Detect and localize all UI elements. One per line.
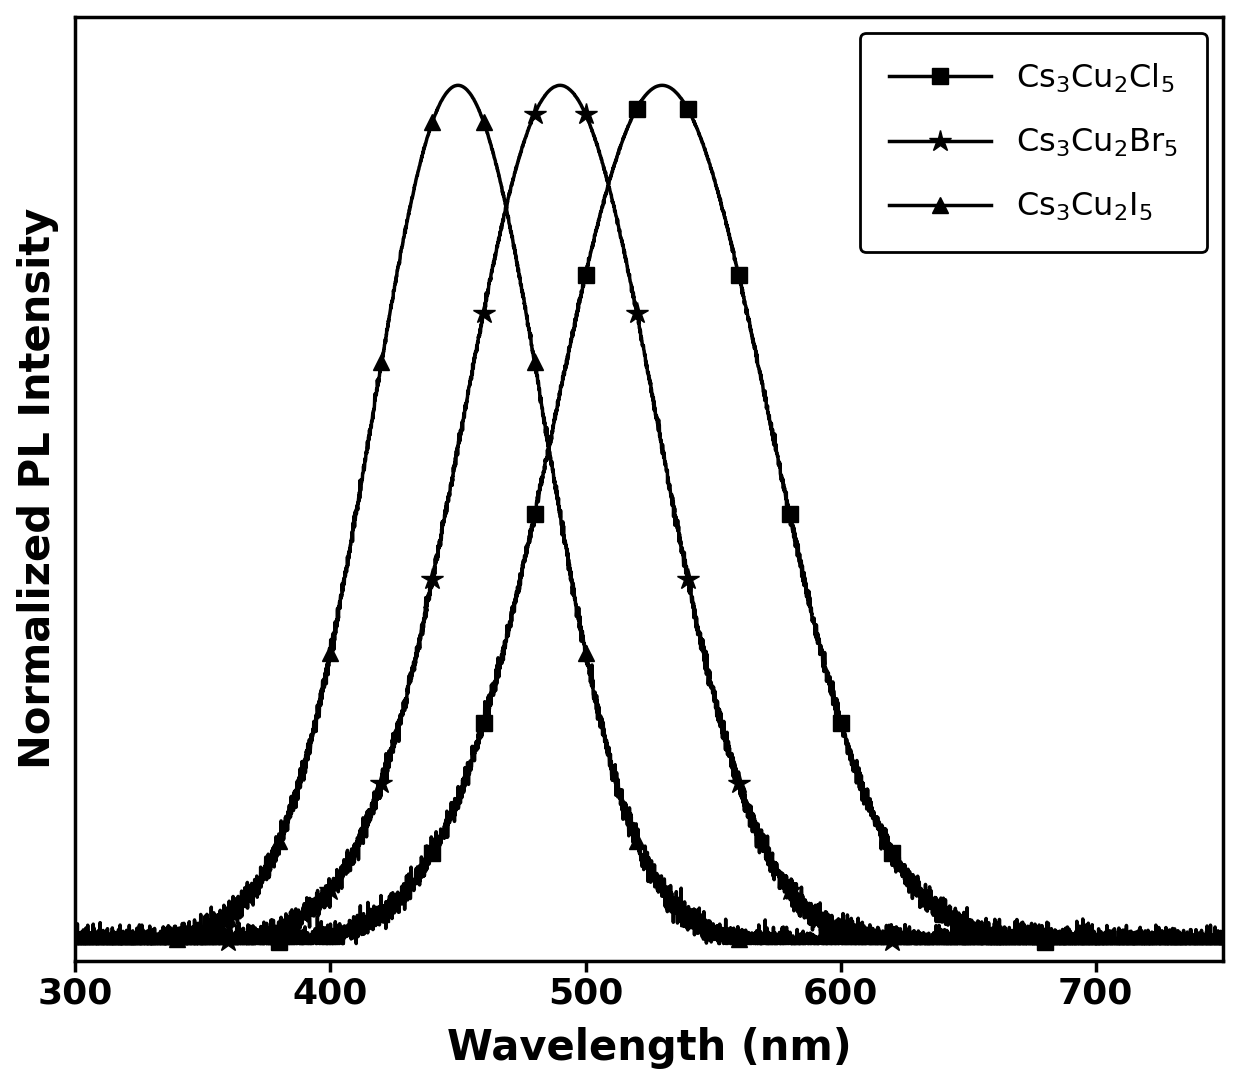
Legend: $\mathregular{Cs_3Cu_2Cl_5}$, $\mathregular{Cs_3Cu_2Br_5}$, $\mathregular{Cs_3Cu: $\mathregular{Cs_3Cu_2Cl_5}$, $\mathregu… [859,33,1208,252]
Y-axis label: Normalized PL Intensity: Normalized PL Intensity [16,209,58,769]
X-axis label: Wavelength (nm): Wavelength (nm) [446,1027,852,1070]
